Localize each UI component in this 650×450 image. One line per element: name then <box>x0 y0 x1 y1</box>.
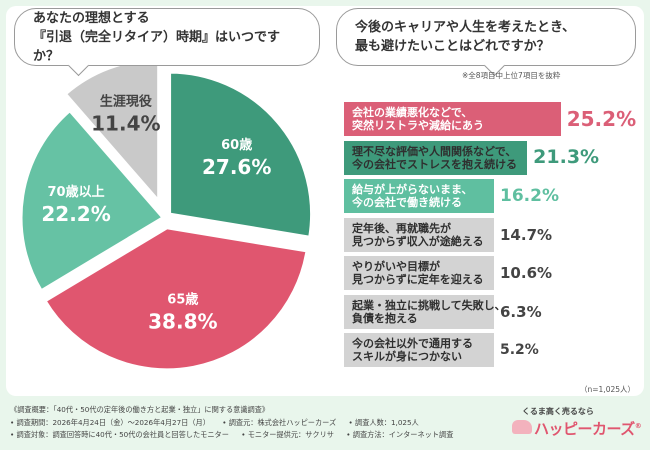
bar-label: 理不尽な評価や人間関係などで、 今の会社でストレスを抱え続ける <box>352 145 517 171</box>
pie-value-70-plus: 22.2% <box>41 202 110 226</box>
bar-label-line: 負債を抱える <box>352 311 418 325</box>
bar <box>344 333 494 367</box>
pie-slice-60 <box>168 70 314 239</box>
pie-slice-70-plus <box>19 108 166 293</box>
pie-value-65: 38.8% <box>148 310 217 334</box>
bar-label-line: 突然リストラや減給にあう <box>352 119 484 132</box>
left-question-line1: あなたの理想とする <box>33 10 150 26</box>
bar <box>344 102 561 136</box>
bar-label: 給与が上がらないまま、 今の会社で働き続ける <box>352 183 473 209</box>
pie-label-65: 65歳 <box>167 292 198 308</box>
bar <box>344 256 494 290</box>
bar-label-line: 会社の業績悪化などで、 <box>352 106 473 119</box>
bar-value: 14.7% <box>500 225 553 244</box>
survey-overview: 《調査概要：「40代・50代の定年後の働き方と起業・独立」に関する意識調査》 •… <box>10 404 463 442</box>
bar <box>344 294 494 329</box>
right-question-line1: 今後のキャリアや人生を考えたとき、 <box>355 20 576 35</box>
bar-value: 5.2% <box>500 341 539 358</box>
car-icon <box>512 420 532 434</box>
survey-count: • 調査人数：1,025人 <box>348 417 419 427</box>
left-question-bubble: あなたの理想とする 『引退（完全リタイア）時期』はいつですか？ <box>14 8 320 66</box>
logo-registered-mark: ® <box>634 422 642 430</box>
bar-label-line: 見つからずに定年を迎える <box>352 273 484 286</box>
bar-label-line: スキルが身につかない <box>352 350 462 363</box>
bar-label-line: 今の会社以外で通用する <box>352 337 473 350</box>
bar-label: 定年後、再就職先が 見つからず収入が途絶える <box>352 222 483 248</box>
bar-value: 21.3% <box>533 146 600 169</box>
pie-label-60: 60歳 <box>221 137 252 153</box>
survey-organizer: • 調査元：株式会社ハッピーカーズ <box>222 417 337 427</box>
pie-value-60: 27.6% <box>202 155 271 179</box>
bar-value: 10.6% <box>500 264 553 282</box>
avoid-bar-chart: 会社の業績悪化などで、 突然リストラや減給にあう 25.2% 理不尽な評価や人間関係な… <box>344 102 637 367</box>
bar-label-line: 今の会社でストレスを抱え続ける <box>352 157 517 171</box>
survey-title: 《調査概要：「40代・50代の定年後の働き方と起業・独立」に関する意識調査》 <box>10 405 270 414</box>
logo-name: ハッピーカーズ® <box>534 418 642 439</box>
bar <box>344 179 494 213</box>
bar-label: やりがいや目標が 見つからずに定年を迎える <box>352 260 483 286</box>
pie-label-70-plus: 70歳以上 <box>48 184 105 200</box>
bar-label-line: 理不尽な評価や人間関係などで、 <box>352 144 517 158</box>
bar-label: 会社の業績悪化などで、 突然リストラや減給にあう <box>352 106 484 132</box>
bar-label: 今の会社以外で通用する スキルが身につかない <box>352 337 473 363</box>
bar-value: 16.2% <box>500 185 559 206</box>
bar-value: 6.3% <box>500 302 542 321</box>
bar <box>344 140 528 175</box>
survey-target: • 調査対象：調査回答時に40代・50代の会社員と回答したモニター <box>10 430 229 439</box>
bar-label-line: 起業・独立に挑戦して失敗し、 <box>352 298 506 312</box>
bar <box>344 217 494 252</box>
survey-method: • 調査方法：インターネット調査 <box>346 430 454 439</box>
bar-value: 25.2% <box>566 107 637 131</box>
right-question-bubble: 今後のキャリアや人生を考えたとき、 最も避けたいことはどれですか？ <box>336 8 636 66</box>
pie-slice-65 <box>43 226 309 372</box>
pie-slice-lifetime <box>63 66 161 206</box>
survey-period: • 調査期間：2026年4月24日（金）～2026年4月27日（月） <box>10 417 210 427</box>
bar-label-line: やりがいや目標が <box>352 260 440 273</box>
bar-label-line: 今の会社で働き続ける <box>352 196 462 209</box>
logo-name-text: ハッピーカーズ <box>534 420 635 438</box>
bar-label-line: 給与が上がらないまま、 <box>352 183 473 196</box>
subset-note: ※全8項目中上位7項目を抜粋 <box>462 71 561 80</box>
bar-label: 起業・独立に挑戦して失敗し、 負債を抱える <box>352 299 506 325</box>
right-question-line2: 最も避けたいことはどれですか？ <box>355 39 550 54</box>
happycars-logo: くるま高く売るなら ハッピーカーズ® <box>512 406 642 446</box>
pie-value-lifetime: 11.4% <box>91 111 160 135</box>
sample-size-note: （n=1,025人） <box>580 385 636 394</box>
bar-label-line: 見つからず収入が途絶える <box>352 234 484 248</box>
pie-label-lifetime: 生涯現役 <box>100 93 152 109</box>
logo-tagline: くるま高く売るなら <box>522 407 594 416</box>
survey-provider: • モニター提供元：サクリサ <box>241 430 334 439</box>
retirement-pie-chart: 60歳 27.6% 65歳 38.8% 70歳以上 22.2% 生涯現役 11.4% <box>19 66 314 372</box>
left-question-line2: 『引退（完全リタイア）時期』はいつですか？ <box>33 29 281 64</box>
bar-label-line: 定年後、再就職先が <box>352 221 451 235</box>
